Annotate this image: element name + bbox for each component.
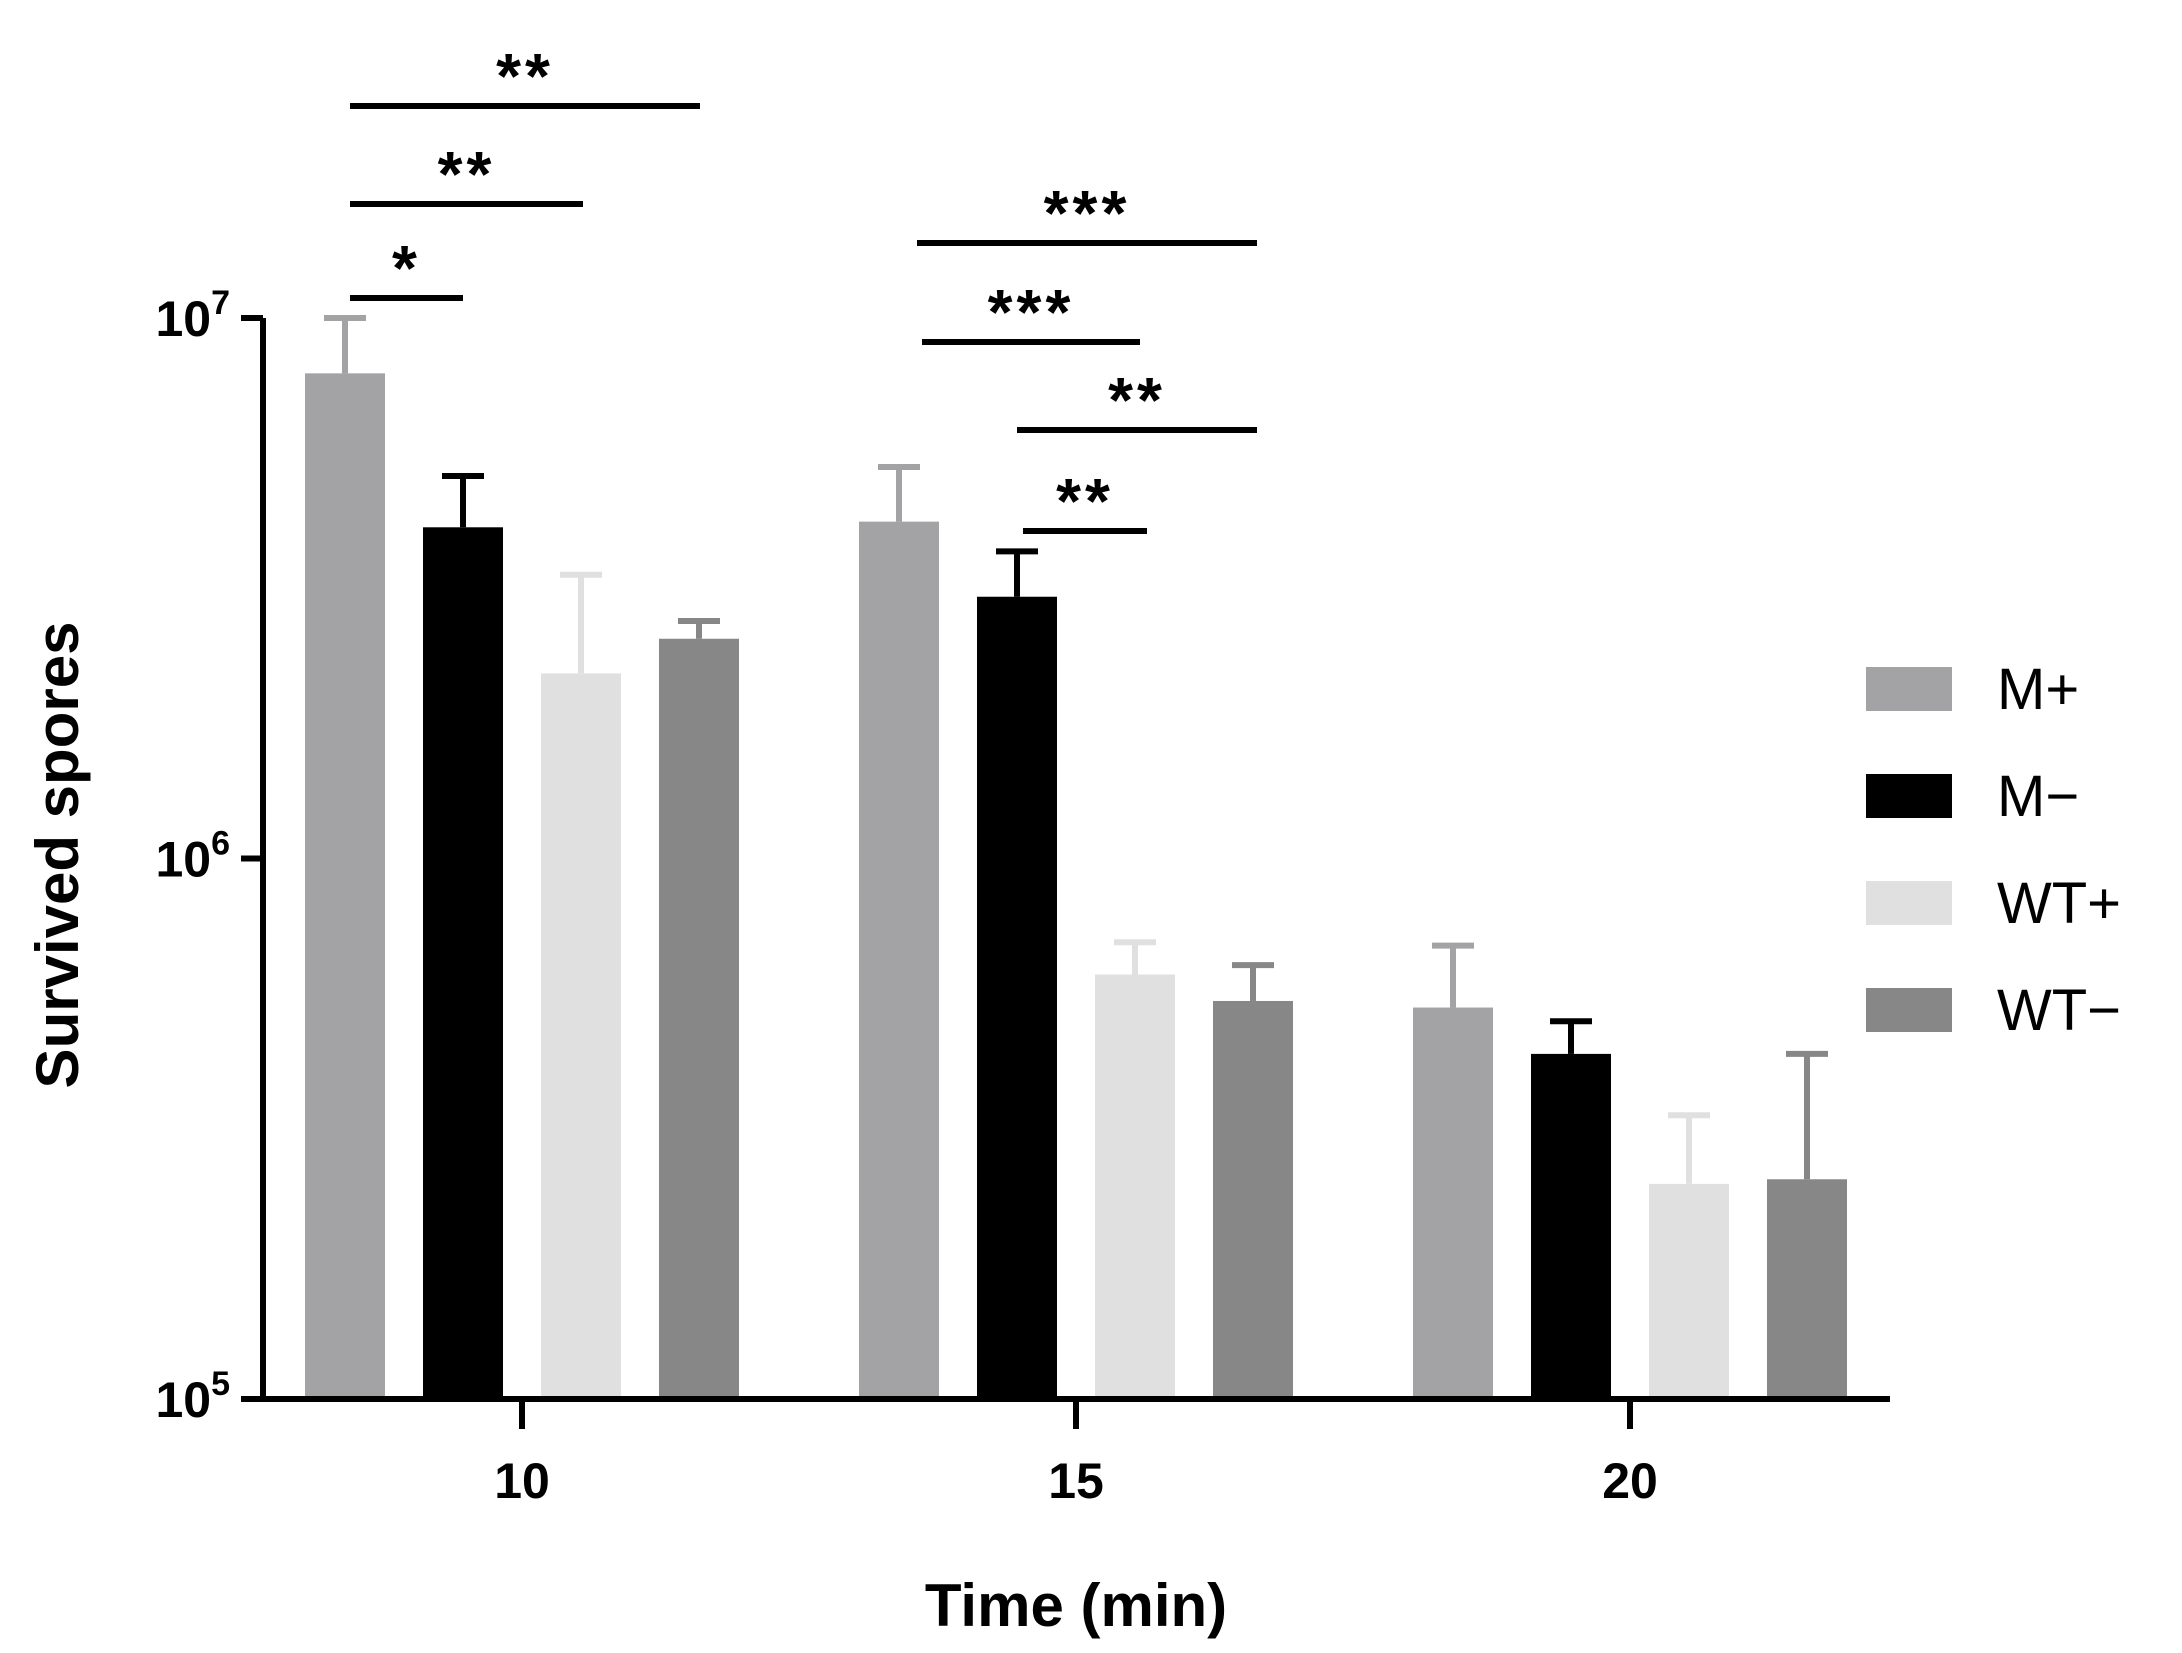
y-tick-exp-1: 6 xyxy=(211,825,230,863)
significance-label-2: ** xyxy=(496,40,554,112)
bar-M+-15 xyxy=(859,521,939,1399)
y-tick-label-0: 105 xyxy=(155,1365,230,1428)
bar-WT+-10 xyxy=(541,673,621,1399)
legend-label-M+: M+ xyxy=(1997,657,2079,722)
y-tick-base-1: 10 xyxy=(155,832,211,888)
y-tick-exp-0: 5 xyxy=(211,1365,230,1403)
bars-layer xyxy=(305,373,1847,1400)
bar-M−-10 xyxy=(423,527,503,1399)
significance-label-6: *** xyxy=(1044,177,1131,249)
x-tick-label-15: 15 xyxy=(1048,1453,1104,1509)
significance-label-3: ** xyxy=(1056,465,1114,537)
bar-WT+-20 xyxy=(1649,1183,1729,1399)
significance-label-0: * xyxy=(392,232,421,304)
y-tick-base-2: 10 xyxy=(155,291,211,347)
legend-label-WT+: WT+ xyxy=(1997,871,2121,936)
y-tick-base-0: 10 xyxy=(155,1372,211,1428)
legend-swatch-WT− xyxy=(1866,988,1952,1032)
legend: M+ M− WT+ WT− xyxy=(1866,657,2121,1043)
significance-label-4: ** xyxy=(1108,364,1166,436)
bar-WT−-15 xyxy=(1213,1000,1293,1399)
y-axis-title: Survived spores xyxy=(24,622,91,1089)
x-tick-label-20: 20 xyxy=(1602,1453,1658,1509)
y-tick-exp-2: 7 xyxy=(211,284,230,322)
significance-label-5: *** xyxy=(988,276,1075,348)
bar-M−-15 xyxy=(977,596,1057,1399)
legend-label-M−: M− xyxy=(1997,764,2079,829)
legend-swatch-M− xyxy=(1866,774,1952,818)
x-axis-title: Time (min) xyxy=(925,1572,1227,1639)
significance-layer: *************** xyxy=(350,40,1257,537)
bar-M+-10 xyxy=(305,373,385,1400)
legend-label-WT−: WT− xyxy=(1997,978,2121,1043)
bar-WT+-15 xyxy=(1095,974,1175,1399)
bar-WT−-20 xyxy=(1767,1179,1847,1399)
error-bars-layer xyxy=(324,315,1828,1184)
bar-WT−-10 xyxy=(659,638,739,1399)
significance-label-1: ** xyxy=(438,138,496,210)
bar-M−-20 xyxy=(1531,1053,1611,1399)
bar-M+-20 xyxy=(1413,1007,1493,1399)
legend-swatch-M+ xyxy=(1866,667,1952,711)
y-tick-label-2: 107 xyxy=(155,284,230,347)
x-tick-label-10: 10 xyxy=(494,1453,550,1509)
legend-swatch-WT+ xyxy=(1866,881,1952,925)
y-tick-label-1: 106 xyxy=(155,825,230,888)
